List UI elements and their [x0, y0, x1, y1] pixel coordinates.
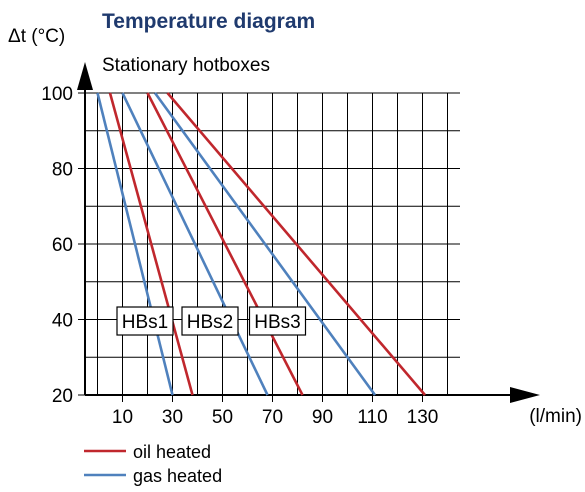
- series-line-hbs2-oil: [146, 92, 304, 396]
- y-axis-arrow: [77, 62, 93, 90]
- legend-label-oil: oil heated: [133, 442, 211, 462]
- chart-title: Temperature diagram: [102, 10, 315, 33]
- chart-subtitle: Stationary hotboxes: [102, 55, 270, 76]
- y-tick-label: 60: [52, 235, 73, 256]
- series-line-hbs1-gas: [96, 92, 174, 396]
- tick-labels: 10 30 50 70 90 110 130 20 40 60 80 100: [41, 84, 438, 428]
- x-tick-label: 10: [112, 407, 133, 428]
- x-tick-label: 50: [212, 407, 233, 428]
- group-label-hbs3: HBs3: [254, 312, 300, 333]
- data-lines: [96, 92, 426, 396]
- x-tick-label: 30: [162, 407, 183, 428]
- legend: oil heated gas heated: [84, 442, 222, 486]
- group-label-hbs1: HBs1: [122, 312, 168, 333]
- grid-lines: [85, 92, 460, 395]
- x-tick-label: 130: [407, 407, 439, 428]
- group-label-box: [248, 306, 307, 336]
- group-labels: HBs1 HBs2 HBs3: [116, 306, 307, 336]
- group-label-box: [181, 306, 239, 336]
- y-tick-label: 100: [41, 84, 73, 105]
- series-line-hbs1-oil: [108, 92, 194, 396]
- y-tick-label: 40: [52, 311, 73, 332]
- x-axis-label: (l/min): [529, 406, 582, 427]
- x-tick-label: 90: [312, 407, 333, 428]
- group-label-hbs2: HBs2: [187, 312, 233, 333]
- group-label-box: [116, 306, 174, 336]
- y-tick-label: 80: [52, 160, 73, 181]
- y-axis-label: Δt (°C): [8, 26, 65, 47]
- series-line-hbs2-gas: [121, 92, 269, 396]
- x-axis-arrow: [510, 387, 540, 403]
- series-line-hbs3-gas: [153, 92, 377, 396]
- legend-label-gas: gas heated: [133, 466, 222, 486]
- y-tick-label: 20: [52, 386, 73, 407]
- series-line-hbs3-oil: [166, 92, 426, 396]
- x-tick-label: 70: [262, 407, 283, 428]
- x-tick-label: 110: [357, 407, 387, 428]
- axes: [77, 62, 540, 403]
